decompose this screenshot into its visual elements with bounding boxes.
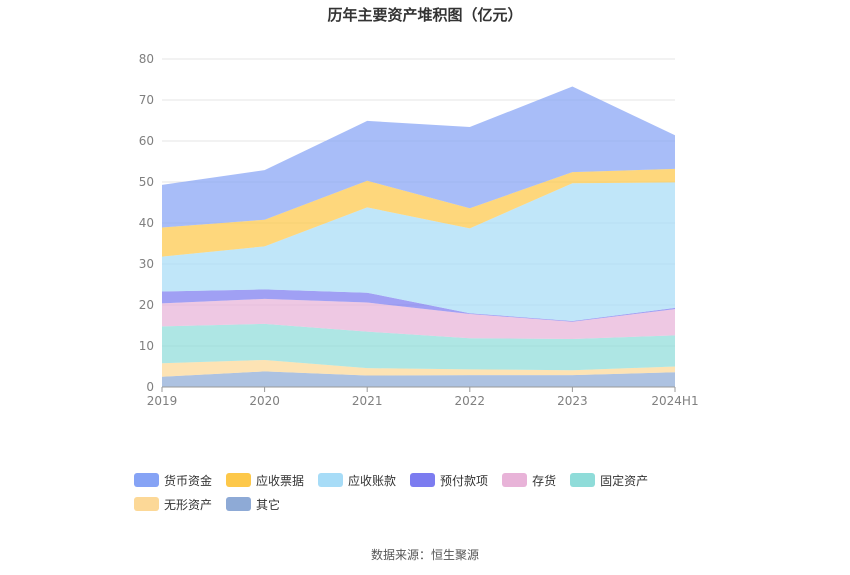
y-tick-label: 50 <box>139 175 154 189</box>
stacked-area-chart: 0 10 20 30 40 50 60 70 80 2019 2020 2021 2022 2023 202… <box>139 52 699 408</box>
area-series <box>162 371 675 387</box>
legend-swatch <box>502 473 528 487</box>
legend-swatch <box>134 473 159 487</box>
y-tick-label: 60 <box>139 134 154 148</box>
x-tick-label: 2024H1 <box>651 394 698 408</box>
legend-item[interactable]: 货币资金 <box>134 472 212 488</box>
legend-item[interactable]: 固定资产 <box>570 472 648 488</box>
area-series <box>162 323 675 371</box>
y-tick-label: 20 <box>139 298 154 312</box>
legend-swatch <box>226 473 252 487</box>
legend-item[interactable]: 应收票据 <box>226 472 304 488</box>
data-source-note: 数据来源：恒生聚源 <box>370 548 479 562</box>
legend-swatch <box>318 473 344 487</box>
legend-item[interactable]: 应收账款 <box>318 472 396 488</box>
legend-swatch <box>226 497 252 511</box>
y-tick-label: 70 <box>139 93 154 107</box>
y-tick-label: 10 <box>139 339 154 353</box>
legend-item[interactable]: 无形资产 <box>134 496 212 512</box>
area-series <box>162 182 675 321</box>
legend-label: 货币资金 <box>164 473 213 488</box>
y-tick-label: 0 <box>146 380 154 394</box>
x-tick-label: 2021 <box>352 394 383 408</box>
y-tick-label: 30 <box>139 257 154 271</box>
legend-label: 无形资产 <box>164 497 213 512</box>
legend-label: 应收账款 <box>348 473 397 488</box>
legend-label: 应收票据 <box>256 473 305 488</box>
x-tick-label: 2022 <box>455 394 486 408</box>
area-series <box>162 359 675 377</box>
y-tick-label: 80 <box>139 52 154 66</box>
legend-item[interactable]: 预付款项 <box>410 472 488 488</box>
legend-swatch <box>410 473 436 487</box>
legend-label: 其它 <box>256 497 281 512</box>
legend-swatch <box>134 497 159 511</box>
legend-item[interactable]: 其它 <box>226 496 280 512</box>
area-series <box>162 298 675 340</box>
x-tick-label: 2020 <box>249 394 280 408</box>
legend-swatch <box>570 473 596 487</box>
legend-label: 预付款项 <box>440 473 489 488</box>
chart-title: 历年主要资产堆积图（亿元） <box>327 6 523 24</box>
legend-label: 固定资产 <box>600 473 649 488</box>
x-tick-label: 2019 <box>147 394 178 408</box>
legend-label: 存货 <box>532 473 557 488</box>
chart-legend: 货币资金 应收票据 应收账款 预付款项 存货 固定资产无形资产 其它 <box>134 472 734 520</box>
legend-item[interactable]: 存货 <box>502 472 556 488</box>
area-series <box>162 168 675 257</box>
y-tick-label: 40 <box>139 216 154 230</box>
area-series <box>162 289 675 322</box>
x-tick-label: 2023 <box>557 394 588 408</box>
area-series <box>162 86 675 228</box>
